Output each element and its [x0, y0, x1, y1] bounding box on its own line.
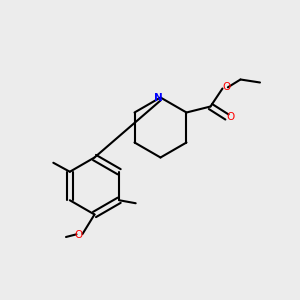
Text: O: O [226, 112, 235, 122]
Text: O: O [74, 230, 83, 240]
Text: O: O [222, 82, 230, 92]
Text: N: N [154, 92, 163, 103]
